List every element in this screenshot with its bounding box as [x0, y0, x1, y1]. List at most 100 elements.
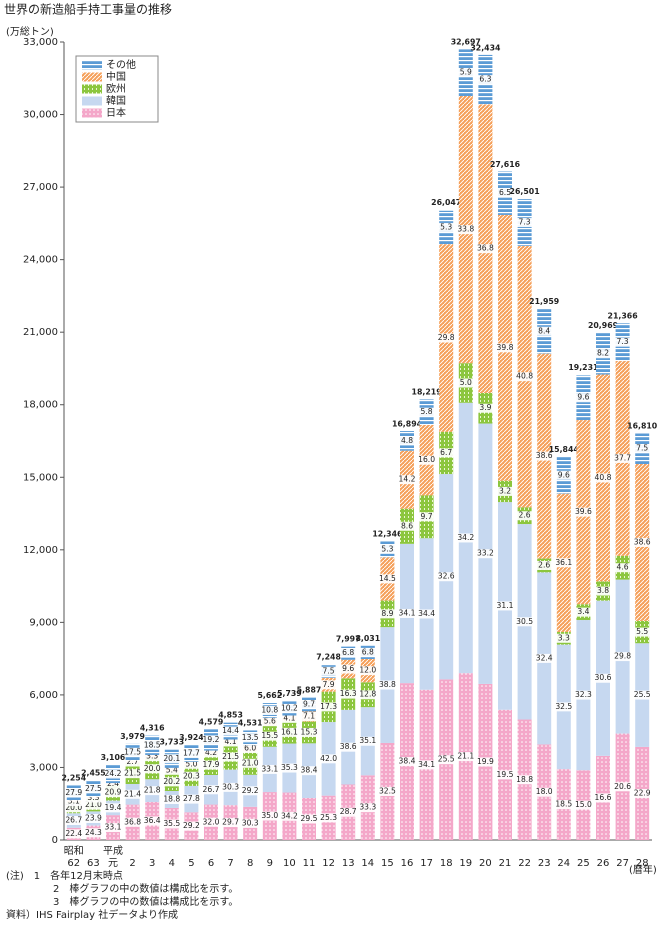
data-label: 39.6: [575, 507, 592, 516]
data-label: 4.1: [283, 713, 295, 722]
x-tick-label: 62: [67, 858, 80, 869]
data-label: 32.5: [379, 786, 396, 795]
y-tick-label: 30,000: [23, 110, 58, 121]
data-label: 32.3: [575, 690, 592, 699]
label-bg: [555, 800, 572, 810]
label-bg: [105, 788, 121, 798]
label-bg: [144, 764, 161, 774]
total-label: 4,853: [218, 711, 243, 720]
total-label: 16,894: [392, 419, 423, 428]
label-bg: [359, 803, 376, 813]
label-bg: [222, 752, 239, 762]
label-bg: [379, 786, 396, 796]
label-bg: [595, 349, 611, 359]
label-bg: [261, 717, 278, 727]
data-label: 5.5: [636, 627, 648, 636]
data-label: 18.0: [536, 787, 553, 796]
label-bg: [477, 403, 494, 413]
label-bg: [379, 574, 396, 584]
label-bg: [105, 803, 121, 813]
label-bg: [222, 782, 239, 792]
total-label: 15,844: [549, 445, 580, 454]
data-label: 5.9: [460, 68, 472, 77]
data-label: 34.1: [399, 608, 416, 617]
data-label: 35.0: [261, 811, 278, 820]
data-label: 21.0: [85, 800, 102, 809]
label-bg: [536, 326, 553, 336]
label-bg: [614, 782, 631, 792]
data-label: 6.3: [479, 75, 491, 84]
y-tick-label: 24,000: [23, 255, 58, 266]
data-label: 14.2: [399, 475, 416, 484]
data-label: 8.6: [401, 521, 413, 530]
label-bg: [438, 222, 455, 232]
x-group-label: 昭和: [64, 845, 84, 857]
label-bg: [399, 436, 415, 446]
legend-label: 日本: [106, 106, 126, 119]
label-bg: [124, 757, 141, 767]
label-bg: [575, 507, 592, 517]
label-bg: [144, 816, 161, 826]
label-bg: [497, 770, 513, 780]
label-bg: [281, 703, 298, 713]
legend-swatch: [82, 84, 102, 94]
label-bg: [359, 666, 376, 676]
label-bg: [163, 754, 180, 764]
y-tick-label: 3,000: [29, 762, 58, 773]
data-label: 33.1: [105, 823, 122, 832]
y-tick-label: 15,000: [23, 472, 58, 483]
x-axis-label: (暦年): [629, 863, 657, 876]
data-label: 3.2: [499, 486, 511, 495]
data-label: 25.5: [634, 690, 651, 699]
label-bg: [477, 549, 494, 559]
data-label: 21.8: [144, 786, 161, 795]
data-label: 5.4: [166, 765, 178, 774]
data-label: 3.3: [146, 752, 158, 761]
data-label: 34.1: [418, 760, 435, 769]
label-bg: [203, 817, 219, 827]
label-bg: [614, 453, 631, 463]
label-bg: [65, 788, 82, 798]
x-tick-label: 11: [303, 858, 316, 869]
data-label: 25.3: [320, 813, 337, 822]
source: 資料）IHS Fairplay 社データより作成: [6, 908, 178, 921]
y-tick-label: 18,000: [23, 400, 58, 411]
label-bg: [516, 372, 533, 382]
label-bg: [634, 788, 651, 798]
label-bg: [281, 713, 298, 723]
data-label: 16.6: [595, 793, 612, 802]
data-label: 5.0: [185, 759, 197, 768]
data-label: 10.2: [281, 703, 298, 712]
label-bg: [105, 823, 121, 833]
label-bg: [516, 511, 533, 521]
data-label: 14.4: [222, 726, 239, 735]
data-label: 14.5: [379, 574, 396, 583]
y-tick-label: 12,000: [23, 545, 58, 556]
label-bg: [242, 758, 259, 768]
label-bg: [261, 811, 278, 821]
data-label: 31.1: [497, 601, 514, 610]
data-label: 7.9: [323, 680, 335, 689]
data-label: 9.7: [303, 700, 315, 709]
label-bg: [595, 473, 611, 483]
label-bg: [242, 818, 259, 828]
label-bg: [418, 760, 435, 770]
x-tick-label: 9: [267, 858, 273, 869]
label-bg: [536, 787, 553, 797]
label-bg: [183, 794, 200, 804]
data-label: 9.6: [577, 393, 589, 402]
data-label: 16.0: [418, 455, 435, 464]
data-label: 32.0: [203, 817, 220, 826]
label-bg: [359, 647, 376, 657]
label-bg: [144, 786, 161, 796]
label-bg: [438, 755, 455, 765]
label-bg: [320, 702, 337, 712]
label-bg: [457, 225, 474, 235]
data-label: 24.2: [105, 769, 122, 778]
data-label: 36.4: [144, 816, 161, 825]
label-bg: [261, 764, 278, 774]
data-label: 33.8: [457, 225, 474, 234]
label-bg: [222, 818, 239, 828]
data-label: 32.4: [536, 653, 553, 662]
